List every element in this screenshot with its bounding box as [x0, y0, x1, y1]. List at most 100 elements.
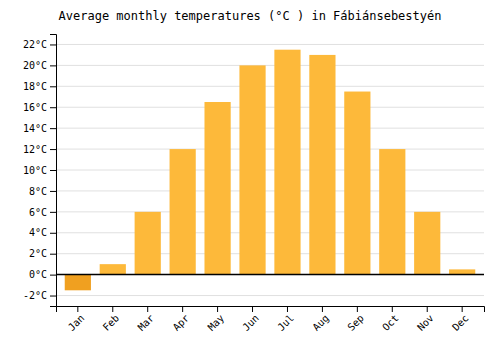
bar — [170, 149, 196, 275]
x-tick-label: May — [206, 312, 227, 333]
x-tick: Sep — [345, 306, 366, 333]
x-tick-mark — [427, 306, 428, 312]
y-tick-mark — [50, 275, 56, 276]
y-tick: 14°C — [23, 123, 56, 134]
x-tick-mark — [182, 306, 183, 312]
y-tick-mark — [50, 254, 56, 255]
x-tick: Jan — [66, 306, 87, 333]
x-tick-label: Jan — [66, 312, 87, 333]
x-tick-label: Nov — [415, 312, 436, 333]
zero-line — [56, 274, 484, 276]
x-axis-line — [57, 307, 485, 313]
bar — [100, 264, 126, 274]
x-tick: Jul — [275, 306, 296, 333]
y-axis-line — [50, 35, 57, 307]
y-tick-label: 8°C — [29, 186, 47, 197]
x-tick-mark — [77, 306, 78, 312]
y-tick-label: 22°C — [23, 39, 47, 50]
y-tick: 0°C — [29, 269, 56, 280]
y-tick: 2°C — [29, 248, 56, 259]
x-tick-label: Sep — [345, 312, 366, 333]
y-tick-mark — [50, 86, 56, 87]
grid-line — [56, 65, 484, 66]
y-tick-label: 18°C — [23, 81, 47, 92]
y-tick-mark — [50, 212, 56, 213]
y-tick: 22°C — [23, 39, 56, 50]
bar — [274, 50, 300, 275]
x-tick: Feb — [101, 306, 122, 333]
title: Average monthly temperatures (°C ) in Fá… — [59, 9, 442, 23]
y-tick: 10°C — [23, 165, 56, 176]
y-tick-mark — [50, 65, 56, 66]
y-tick-mark — [50, 233, 56, 234]
grid-line — [56, 107, 484, 108]
y-tick-label: 20°C — [23, 60, 47, 71]
y-tick: 18°C — [23, 81, 56, 92]
x-tick-mark — [147, 306, 148, 312]
y-tick: 4°C — [29, 227, 56, 238]
marks — [56, 50, 484, 291]
x-tick-mark — [112, 306, 113, 312]
bar — [414, 212, 440, 275]
grid-line — [56, 149, 484, 150]
y-tick: 16°C — [23, 102, 56, 113]
y-tick-mark — [50, 128, 56, 129]
bar — [379, 149, 405, 275]
y-tick-label: -2°C — [23, 290, 47, 301]
bar — [204, 102, 230, 275]
y-axis: -2°C 0°C 2°C 4°C 6°C 8°C 10°C 12°C 14°C 16°C 18°C 2… — [23, 35, 57, 307]
x-tick-label: Jun — [240, 312, 261, 333]
grid-line — [56, 44, 484, 45]
y-tick: -2°C — [23, 290, 56, 301]
x-tick-label: Dec — [450, 312, 471, 333]
y-tick-mark — [50, 170, 56, 171]
y-tick: 8°C — [29, 186, 56, 197]
x-tick-mark — [252, 306, 253, 312]
y-tick: 6°C — [29, 207, 56, 218]
x-tick-mark — [322, 306, 323, 312]
x-tick-mark — [217, 306, 218, 312]
bar — [344, 92, 370, 275]
x-tick-label: Jul — [275, 312, 296, 333]
grid-line — [56, 295, 484, 296]
x-tick-mark — [392, 306, 393, 312]
grid-line — [56, 170, 484, 171]
x-tick-label: Apr — [171, 312, 192, 333]
y-tick-mark — [50, 149, 56, 150]
x-tick: Apr — [171, 306, 192, 333]
grid — [56, 44, 484, 295]
x-tick-mark — [462, 306, 463, 312]
grid-line — [56, 128, 484, 129]
x-tick: May — [206, 306, 227, 333]
chart: Average monthly temperatures (°C ) in Fá… — [0, 0, 500, 350]
y-tick: 12°C — [23, 144, 56, 155]
x-tick: Jun — [240, 306, 261, 333]
y-tick-label: 0°C — [29, 269, 47, 280]
x-tick: Dec — [450, 306, 471, 333]
y-tick: 20°C — [23, 60, 56, 71]
y-tick-mark — [50, 296, 56, 297]
x-tick-label: Feb — [101, 312, 122, 333]
y-tick-label: 4°C — [29, 227, 47, 238]
grid-line — [56, 274, 484, 275]
grid-line — [56, 190, 484, 191]
x-tick: Nov — [415, 306, 436, 333]
y-tick-label: 6°C — [29, 207, 47, 218]
y-tick-label: 10°C — [23, 165, 47, 176]
y-tick-mark — [50, 191, 56, 192]
x-tick: Oct — [380, 306, 401, 333]
y-tick-label: 14°C — [23, 123, 47, 134]
x-tick-label: Aug — [310, 312, 331, 333]
x-tick-label: Mar — [136, 312, 157, 333]
grid-line — [56, 86, 484, 87]
bar — [65, 275, 91, 291]
plot: -2°C 0°C 2°C 4°C 6°C 8°C 10°C 12°C 14°C 16°C 18°C 2… — [23, 35, 485, 333]
y-tick-mark — [50, 44, 56, 45]
y-tick-label: 2°C — [29, 248, 47, 259]
x-tick-mark — [287, 306, 288, 312]
x-axis: Jan Feb Mar Apr May Jun Jul Aug Sep Oct Nov Dec — [57, 306, 485, 333]
bar — [449, 269, 475, 274]
x-tick: Aug — [310, 306, 331, 333]
y-tick-label: 12°C — [23, 144, 47, 155]
y-tick-mark — [50, 107, 56, 108]
